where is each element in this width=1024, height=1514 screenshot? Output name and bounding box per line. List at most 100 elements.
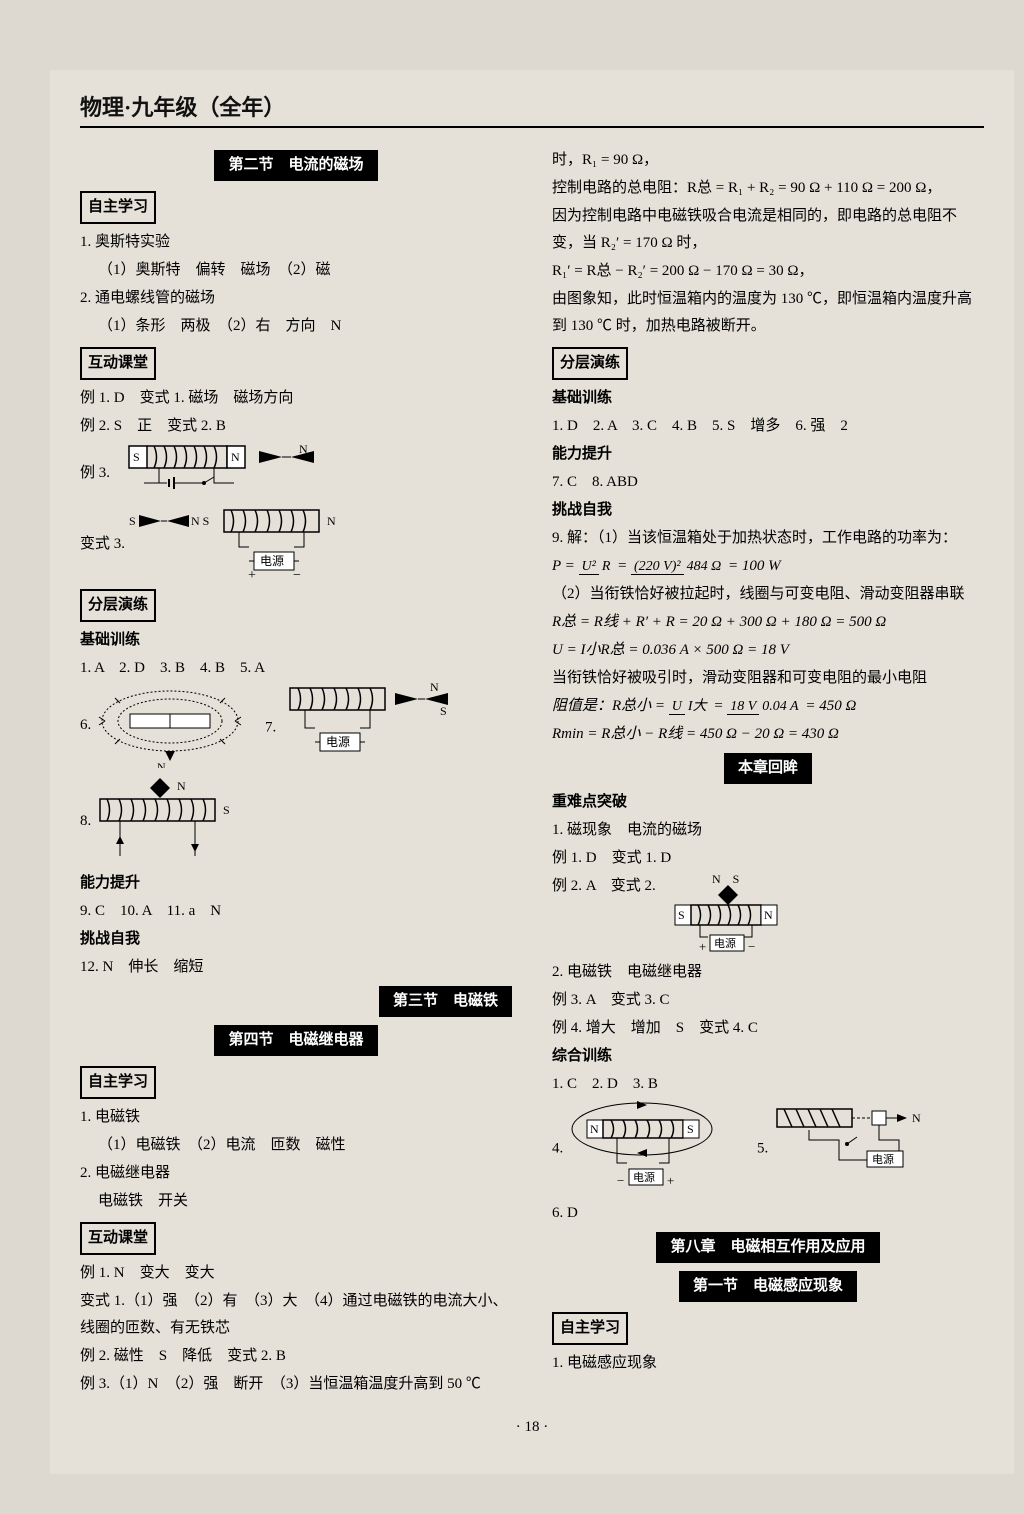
svg-text:N: N [912,1111,921,1125]
text: R₁′ = R总 − R₂′ = 200 Ω − 170 Ω = 30 Ω， [552,258,984,285]
svg-text:电源: 电源 [872,1152,894,1166]
text: 7. N S 电源 [265,683,450,773]
banner-section-4: 第四节 电磁继电器 [214,1025,377,1056]
heading-tiaozhan: 挑战自我 [80,926,512,953]
text: 6. D [552,1200,984,1227]
text: 由图象知，此时恒温箱内的温度为 130 ℃，即恒温箱内温度升高到 130 ℃ 时… [552,286,984,340]
text: 控制电路的总电阻：R总 = R₁ + R₂ = 90 Ω + 110 Ω = 2… [552,175,984,202]
svg-text:N S: N S [712,873,739,886]
text: 因为控制电路中电磁铁吸合电流是相同的，即电路的总电阻不变，当 R₂′ = 170… [552,203,984,257]
svg-text:N: N [299,442,308,456]
left-column: 第二节 电流的磁场 自主学习 1. 奥斯特实验 （1）奥斯特 偏转 磁场 （2）… [80,146,512,1399]
text: 2. 电磁继电器 [80,1160,512,1187]
text: 9. 解：（1）当该恒温箱处于加热状态时，工作电路的功率为： [552,525,984,552]
text: 6. N [80,683,245,768]
svg-text:S: S [687,1122,694,1136]
text: （1）条形 两极 （2）右 方向 N [80,313,512,340]
banner-review: 本章回眸 [724,753,812,784]
equation-3: U = I小R总 = 0.036 A × 500 Ω = 18 V [552,637,984,664]
heading-jichu: 基础训练 [80,627,512,654]
svg-text:N: N [177,779,186,793]
svg-text:S: S [133,450,140,464]
svg-text:电源: 电源 [714,936,736,950]
text: 例 4. 增大 增加 S 变式 4. C [552,1015,984,1042]
heading-tiaozhan-r: 挑战自我 [552,497,984,524]
text: 例 1. D 变式 1. D [552,845,984,872]
equation-2: R总 = R线 + R′ + R = 20 Ω + 300 Ω + 180 Ω … [552,609,984,636]
text: 1. 奥斯特实验 [80,229,512,256]
svg-text:S: S [129,514,136,528]
label-hudongketang: 互动课堂 [80,347,156,380]
label-zizhuxuexi-r: 自主学习 [552,1312,628,1345]
svg-text:S: S [440,704,447,718]
text: 1. C 2. D 3. B [552,1071,984,1098]
text: 电磁铁 开关 [80,1188,512,1215]
banner-chapter-8: 第八章 电磁相互作用及应用 [656,1232,879,1263]
banner-section-3: 第三节 电磁铁 [379,986,512,1017]
solenoid-figure-1: S N N [114,441,324,506]
label-hudongketang-2: 互动课堂 [80,1222,156,1255]
svg-text:N: N [231,450,240,464]
equation-4: 阻值是：R总小 = UI大 = 18 V0.04 A = 450 Ω [552,693,984,720]
text: 时，R₁ = 90 Ω， [552,147,984,174]
equation-5: Rmin = R总小 − R线 = 450 Ω − 20 Ω = 430 Ω [552,721,984,748]
svg-text:−: − [748,939,755,954]
heading-nengli-r: 能力提升 [552,441,984,468]
svg-text:N: N [327,514,336,528]
label-zizhuxuexi: 自主学习 [80,191,156,224]
banner-section-2: 第二节 电流的磁场 [214,150,377,181]
text: 12. N 伸长 缩短 [80,954,512,981]
label-fencengyanlian-r: 分层演练 [552,347,628,380]
right-column: 时，R₁ = 90 Ω， 控制电路的总电阻：R总 = R₁ + R₂ = 90 … [552,146,984,1399]
svg-text:N: N [590,1122,599,1136]
svg-text:S: S [678,908,685,922]
magnet-field-figure: N [95,683,245,768]
svg-text:+: + [248,568,256,582]
text: 例 1. D 变式 1. 磁场 磁场方向 [80,385,512,412]
text: 5. N 电源 [757,1099,942,1199]
heading-nengli: 能力提升 [80,870,512,897]
text: （2）当衔铁恰好被拉起时，线圈与可变电阻、滑动变阻器串联 [552,581,984,608]
svg-text:电源: 电源 [326,735,350,749]
book-title: 物理·九年级（全年） [80,90,984,128]
text: 例 1. N 变大 变大 [80,1260,512,1287]
svg-text:−: − [293,568,301,582]
text: 例 3.（1）N （2）强 断开 （3）当恒温箱温度升高到 50 ℃ [80,1371,512,1398]
solenoid-figure-8: N S [95,774,265,869]
svg-text:S: S [223,803,230,817]
solenoid-figure-7: N S 电源 [280,683,450,773]
text: 2. 通电螺线管的磁场 [80,285,512,312]
svg-text:N S: N S [191,514,209,528]
solenoid-figure-zh4: N S 电源 − + [567,1099,737,1199]
equation-1: P = U²R = (220 V)²484 Ω = 100 W [552,553,984,580]
text: 例 2. 磁性 S 降低 变式 2. B [80,1343,512,1370]
text: 变式 3. S N S N [80,507,512,582]
text: 例 2. A 变式 2. N S S N [552,873,984,958]
text: 9. C 10. A 11. a N [80,898,512,925]
svg-text:N: N [430,683,439,694]
label-fencengyanlian: 分层演练 [80,589,156,622]
svg-text:+: + [667,1173,674,1188]
text: （1）奥斯特 偏转 磁场 （2）磁 [80,257,512,284]
solenoid-figure-2: S N S N 电源 [129,507,359,582]
svg-text:N: N [157,760,166,768]
text: 8. N S [80,774,512,869]
text: 1. D 2. A 3. C 4. B 5. S 增多 6. 强 2 [552,413,984,440]
text: 1. 磁现象 电流的磁场 [552,817,984,844]
text: 1. 电磁感应现象 [552,1350,984,1377]
heading-zonghe: 综合训练 [552,1043,984,1070]
text: 2. 电磁铁 电磁继电器 [552,959,984,986]
text: 例 3. S N N [80,441,512,506]
text: 当衔铁恰好被吸引时，滑动变阻器和可变电阻的最小电阻 [552,665,984,692]
heading-jichu-r: 基础训练 [552,385,984,412]
svg-text:电源: 电源 [633,1170,655,1184]
svg-text:−: − [617,1173,624,1188]
svg-text:电源: 电源 [260,554,284,568]
solenoid-figure-review: N S S N 电源 + [660,873,800,958]
svg-text:N: N [764,908,773,922]
svg-text:+: + [699,939,706,954]
text: 变式 1.（1）强 （2）有 （3）大 （4）通过电磁铁的电流大小、线圈的匝数、… [80,1288,512,1342]
text: 例 2. S 正 变式 2. B [80,413,512,440]
text: （1）电磁铁 （2）电流 匝数 磁性 [80,1132,512,1159]
text: 7. C 8. ABD [552,469,984,496]
